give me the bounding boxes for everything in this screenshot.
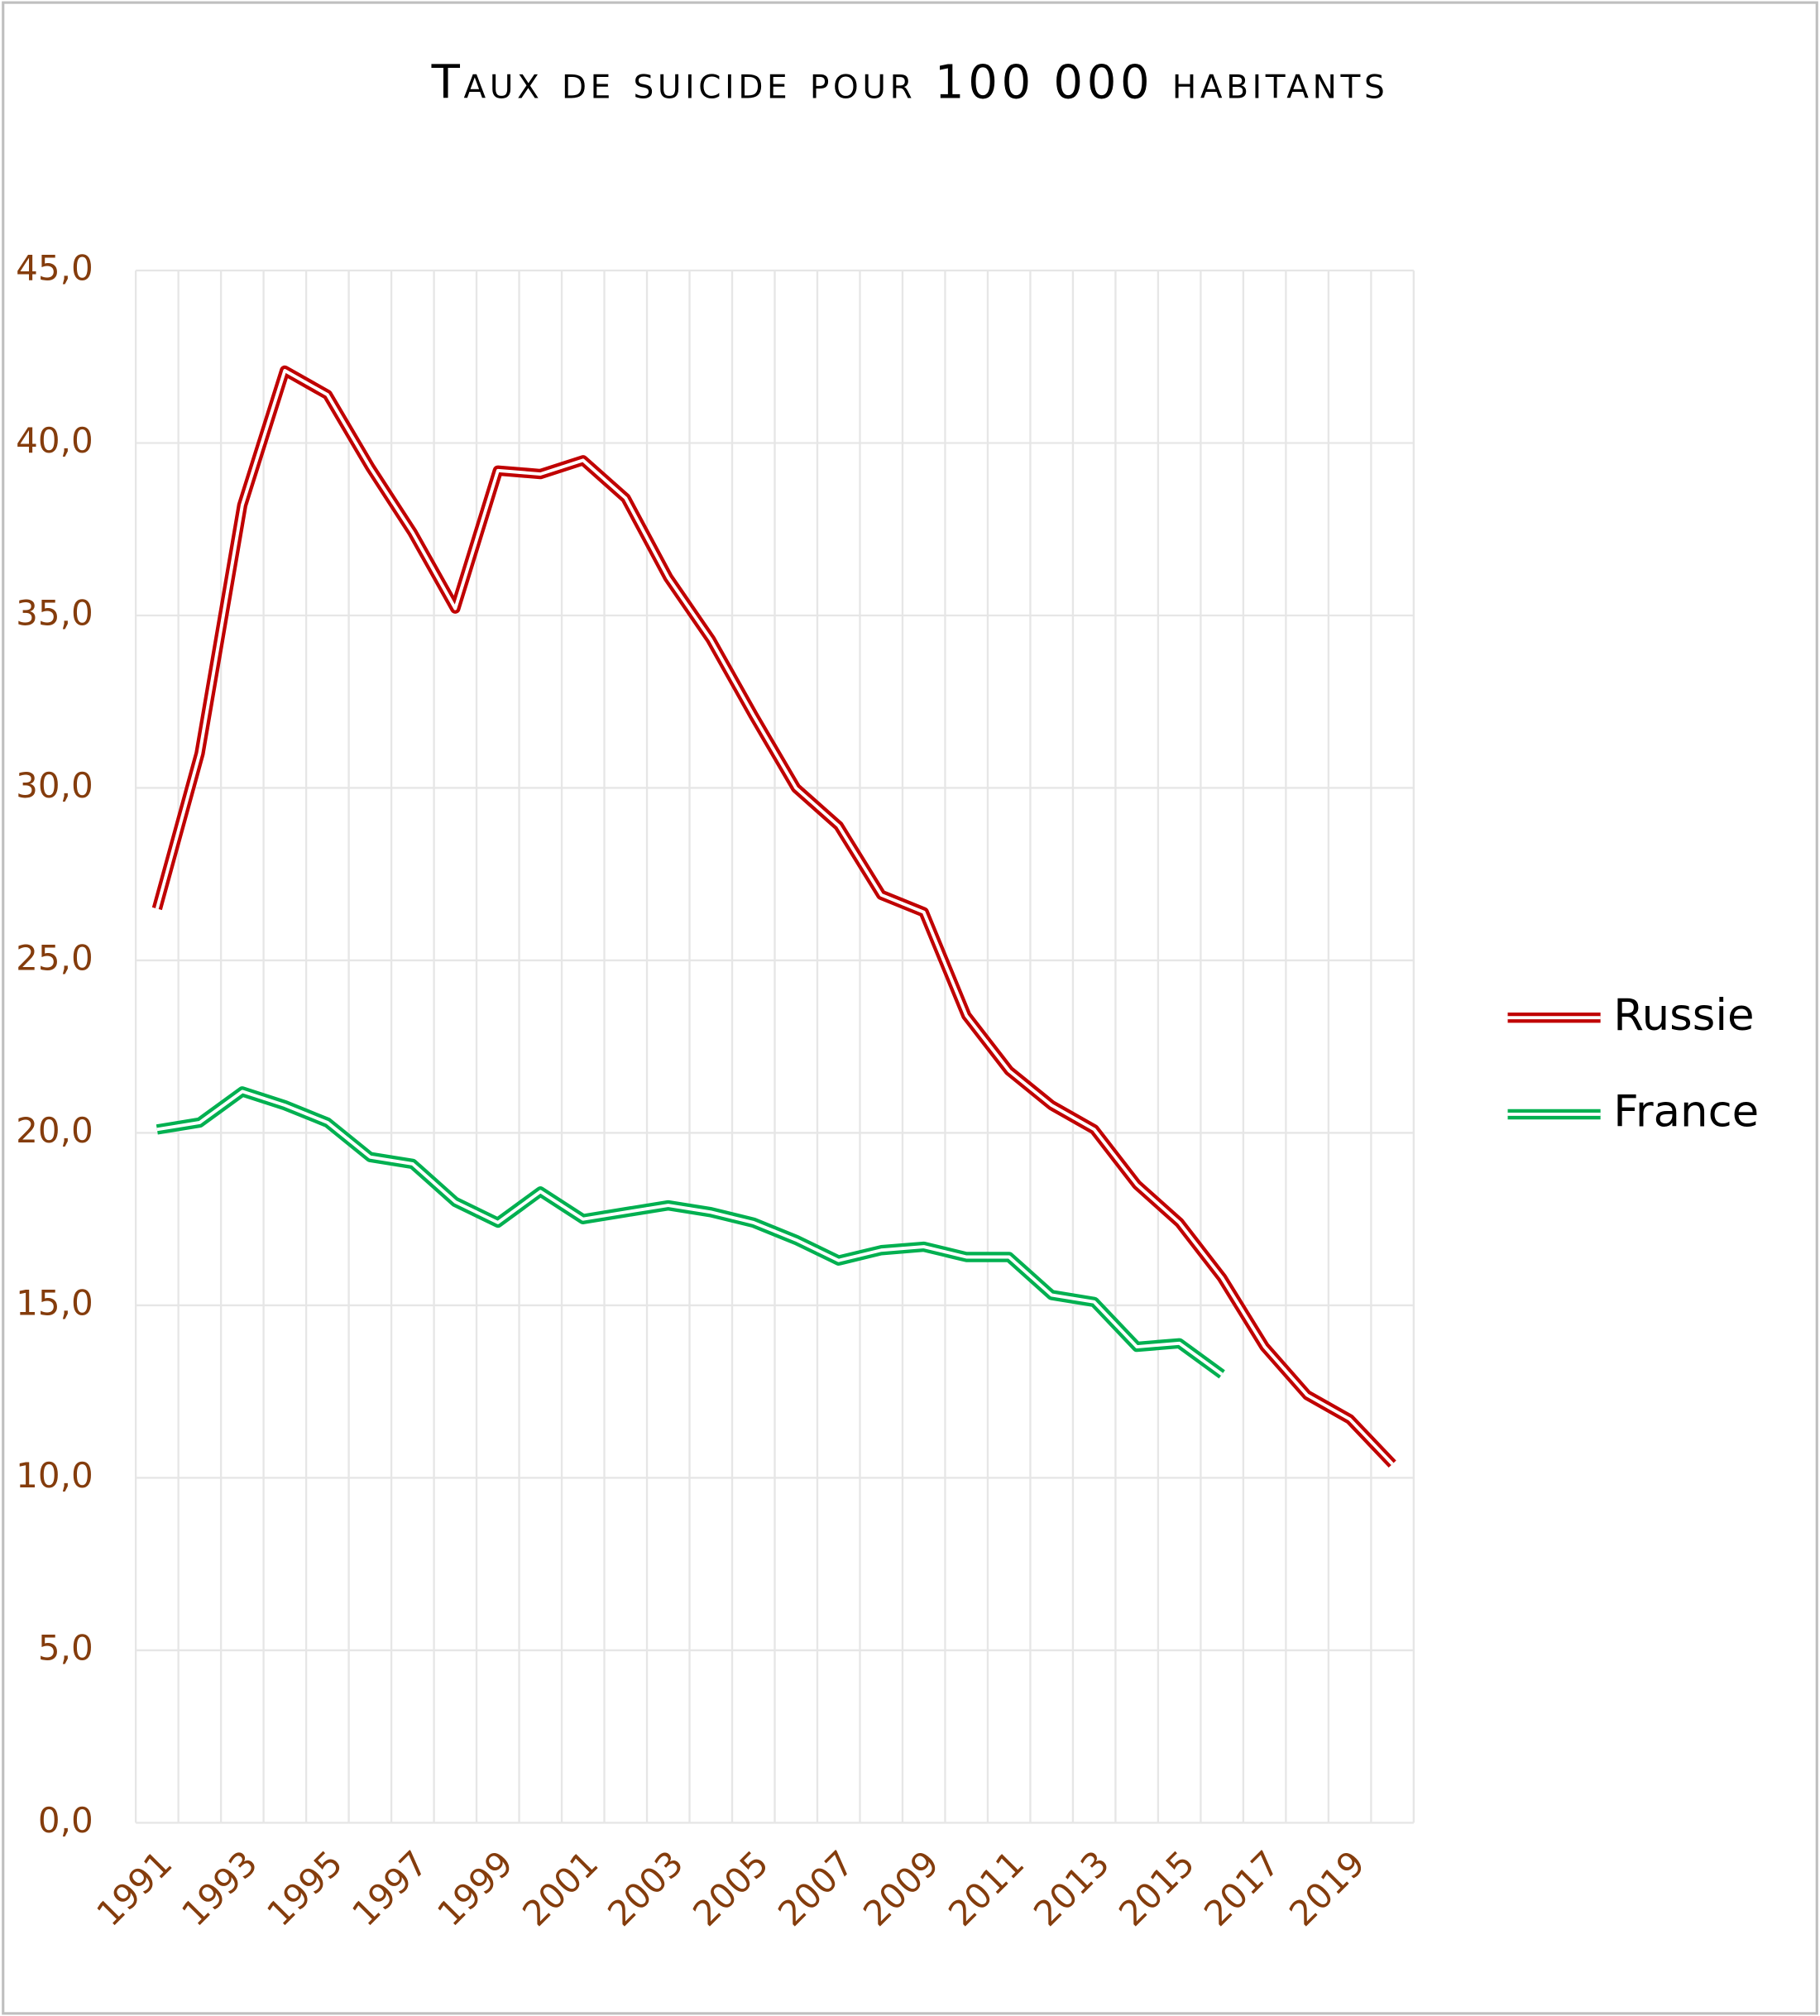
y-tick-label: 25,0: [16, 937, 93, 978]
legend-label: France: [1613, 1087, 1759, 1137]
chart-title: Taux de suicide pour 100 000 habitants: [431, 55, 1389, 109]
series-line-inner: [155, 369, 1394, 1466]
y-tick-label: 30,0: [16, 765, 93, 806]
y-tick-label: 10,0: [16, 1455, 93, 1496]
y-tick-label: 20,0: [16, 1110, 93, 1151]
y-tick-label: 40,0: [16, 420, 93, 461]
y-tick-label: 5,0: [38, 1627, 93, 1668]
y-tick-label: 15,0: [16, 1282, 93, 1323]
series-line-inner: [156, 1089, 1224, 1376]
legend-label: Russie: [1613, 990, 1754, 1041]
y-tick-label: 45,0: [16, 248, 93, 289]
y-tick-label: 35,0: [16, 592, 93, 633]
y-tick-label: 0,0: [38, 1800, 93, 1841]
